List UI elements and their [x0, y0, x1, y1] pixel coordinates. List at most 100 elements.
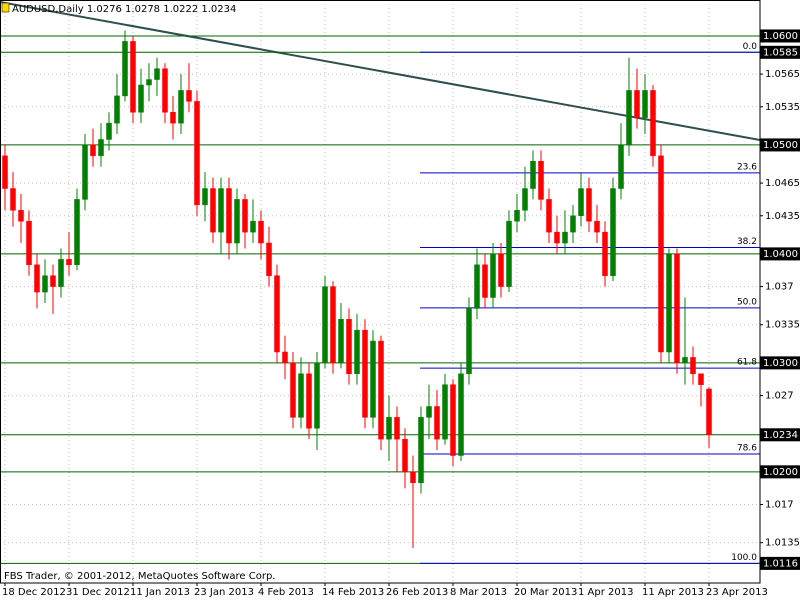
candle-body [466, 308, 472, 375]
candle-body [258, 220, 264, 244]
candle-body [210, 188, 216, 233]
candle-body [370, 340, 376, 418]
y-tick-label: 1.017 [765, 500, 794, 511]
x-tick-label: 18 Dec 2012 [2, 587, 66, 598]
x-tick-label: 20 Mar 2013 [514, 587, 577, 598]
candle-body [458, 373, 464, 456]
x-tick-label: 11 Apr 2013 [642, 587, 704, 598]
y-tick-label: 1.0335 [765, 320, 800, 331]
candle-body [130, 41, 136, 113]
level-box [760, 556, 800, 570]
x-tick-label: 1 Apr 2013 [578, 587, 633, 598]
candle-body [338, 319, 344, 364]
candle-body [178, 90, 184, 124]
y-tick-label: 1.037 [765, 282, 794, 293]
candle-body [482, 264, 488, 298]
candle-body [394, 417, 400, 440]
candle-body [266, 242, 272, 276]
candle-body [602, 231, 608, 276]
candle-body [74, 199, 80, 266]
candle-body [522, 188, 528, 211]
candle-body [242, 199, 248, 233]
candle-body [2, 155, 8, 189]
candle-body [674, 253, 680, 364]
candle-body [154, 68, 160, 80]
candle-body [122, 41, 128, 97]
candle-body [610, 188, 616, 276]
y-tick-label: 1.027 [765, 391, 794, 402]
level-box [760, 428, 800, 442]
candle-body [10, 188, 16, 211]
x-tick-label: 31 Dec 2012 [66, 587, 130, 598]
level-box [760, 45, 800, 59]
candle-body [530, 161, 536, 189]
candle-body [82, 144, 88, 200]
x-tick-label: 26 Feb 2013 [386, 587, 448, 598]
candle-body [442, 384, 448, 440]
candle-body [146, 79, 152, 86]
candle-body [562, 231, 568, 244]
candle-body [538, 161, 544, 200]
candle-body [170, 111, 176, 124]
candle-body [106, 122, 112, 140]
candle-body [706, 388, 712, 436]
chart-title: AUDUSD,Daily 1.0276 1.0278 1.0222 1.0234 [12, 4, 236, 15]
level-label: 1.0200 [763, 467, 798, 478]
candle-body [218, 188, 224, 233]
level-box [760, 247, 800, 261]
candle-body [410, 471, 416, 483]
candle-body [162, 68, 168, 113]
candle-body [402, 438, 408, 473]
candle-body [386, 417, 392, 440]
candle-body [650, 90, 656, 157]
candle-body [186, 90, 192, 102]
level-box [760, 138, 800, 152]
candle-body [594, 220, 600, 233]
candle-body [554, 231, 560, 244]
symbol-icon [1, 2, 10, 13]
fibonacci: 0.0 23.6 38.2 50.0 61.8 78.6 100.0 [420, 42, 760, 564]
candle-body [274, 275, 280, 353]
y-tick-label: 1.0535 [765, 102, 800, 113]
x-tick-label: 11 Jan 2013 [130, 587, 190, 598]
candle-body [658, 155, 664, 353]
candle-body [626, 90, 632, 146]
y-tick-label: 1.0465 [765, 178, 800, 189]
candle-body [354, 329, 360, 375]
candle-body [578, 188, 584, 217]
candle-body [322, 286, 328, 364]
candle-body [426, 406, 432, 418]
candle-body [514, 210, 520, 222]
candle-body [346, 319, 352, 375]
x-tick-label: 23 Jan 2013 [194, 587, 254, 598]
candle-body [490, 253, 496, 298]
plot-frame [0, 0, 761, 584]
level-label: 1.0400 [763, 249, 798, 260]
y-tick-label: 1.0435 [765, 211, 800, 222]
candles [2, 30, 712, 549]
y-tick-label: 1.0565 [765, 69, 800, 80]
x-tick-label: 8 Mar 2013 [450, 587, 507, 598]
candle-body [250, 220, 256, 233]
candle-body [506, 220, 512, 287]
x-tick-label: 4 Feb 2013 [258, 587, 314, 598]
y-tick-label: 1.0135 [765, 538, 800, 549]
level-label: 1.0500 [763, 140, 798, 151]
candle-body [18, 210, 24, 222]
candle-body [306, 373, 312, 429]
candle-body [138, 84, 144, 113]
candle-body [418, 417, 424, 483]
level-box [760, 465, 800, 479]
candle-body [618, 144, 624, 189]
candle-body [642, 90, 648, 118]
candle-body [50, 275, 56, 287]
candle-body [234, 199, 240, 244]
x-tick-label: 14 Feb 2013 [322, 587, 384, 598]
candle-body [34, 264, 40, 293]
fib-label: 0.0 [743, 42, 758, 52]
x-tick-label: 23 Apr 2013 [706, 587, 768, 598]
level-label: 1.0600 [763, 31, 798, 42]
level-label: 1.0585 [763, 47, 798, 58]
